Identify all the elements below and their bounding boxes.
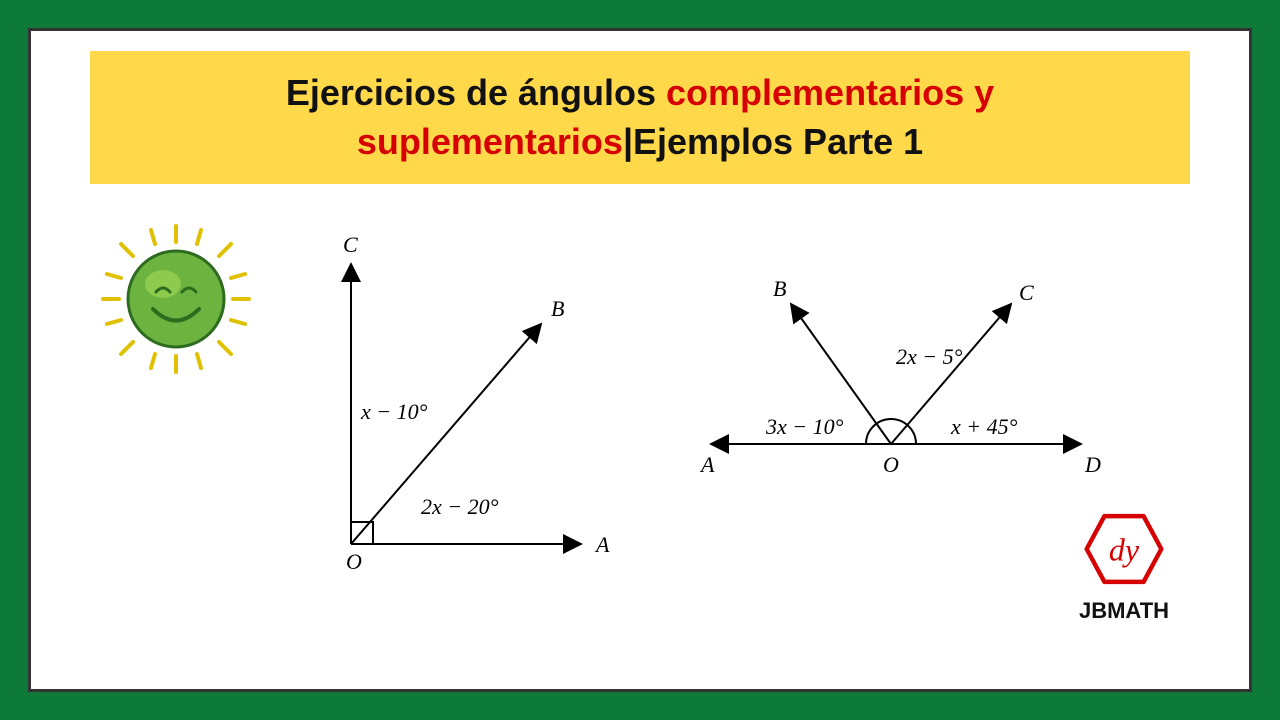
brand-logo: dy JBMATH bbox=[1064, 509, 1184, 624]
d1-label-C: C bbox=[343, 232, 358, 257]
d1-angle-AB: 2x − 20° bbox=[421, 494, 499, 519]
d2-angle-CD: x + 45° bbox=[950, 414, 1018, 439]
title-part-1: Ejercicios de ángulos bbox=[286, 72, 666, 113]
d2-label-B: B bbox=[773, 276, 786, 301]
d2-angle-AB: 3x − 10° bbox=[765, 414, 844, 439]
inner-frame: Ejercicios de ángulos complementarios y … bbox=[28, 28, 1252, 692]
diagram-supplementary: A D B C O 3x − 10° 2x − 5° x + 45° bbox=[671, 244, 1121, 544]
d2-label-O: O bbox=[883, 452, 899, 477]
d2-label-D: D bbox=[1084, 452, 1101, 477]
logo-brand-text: JBMATH bbox=[1064, 598, 1184, 624]
d2-angle-BC: 2x − 5° bbox=[896, 344, 963, 369]
diagram-complementary: O A B C x − 10° 2x − 20° bbox=[291, 204, 671, 604]
outer-frame: Ejercicios de ángulos complementarios y … bbox=[0, 0, 1280, 720]
title-banner: Ejercicios de ángulos complementarios y … bbox=[90, 51, 1190, 184]
title-text: Ejercicios de ángulos complementarios y … bbox=[114, 69, 1166, 166]
d1-label-A: A bbox=[594, 532, 610, 557]
logo-script: dy bbox=[1109, 532, 1140, 568]
d2-label-A: A bbox=[699, 452, 715, 477]
d1-label-B: B bbox=[551, 296, 564, 321]
title-part-3: |Ejemplos Parte 1 bbox=[623, 121, 923, 162]
d2-label-C: C bbox=[1019, 280, 1034, 305]
sun-icon bbox=[91, 214, 261, 384]
content-area: O A B C x − 10° 2x − 20° bbox=[61, 204, 1219, 644]
hexagon-icon: dy bbox=[1079, 509, 1169, 589]
d1-label-O: O bbox=[346, 549, 362, 574]
d1-angle-BC: x − 10° bbox=[360, 399, 428, 424]
